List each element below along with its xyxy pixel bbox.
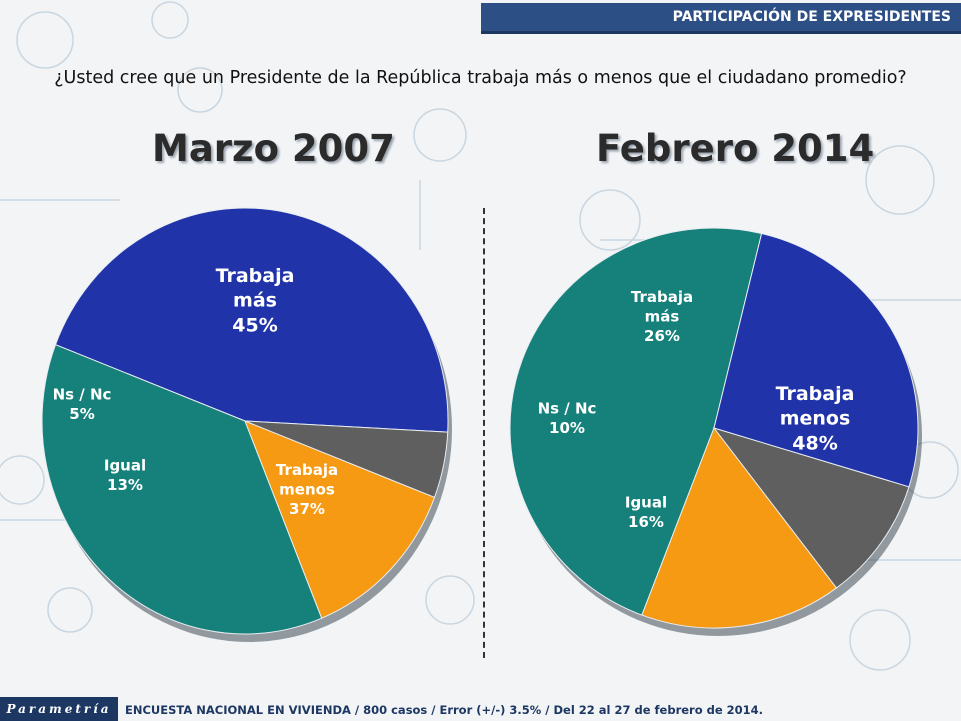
chart-divider (483, 208, 485, 658)
pie-slice (41, 344, 323, 635)
pie-slice (509, 227, 763, 616)
slice-label: 45% (232, 314, 277, 336)
slice-label: Trabaja (776, 383, 855, 405)
pie-slice (712, 427, 910, 589)
slice-label: Trabaja (216, 265, 295, 287)
pie-slice (641, 426, 838, 629)
footer-logo: Parametría (0, 697, 118, 721)
pie-slice (244, 420, 449, 498)
slice-label: 26% (644, 327, 680, 345)
slice-label: más (233, 290, 277, 312)
chart-title-2014: Febrero 2014 (596, 127, 875, 170)
slice-label: 48% (792, 432, 837, 454)
header-title: PARTICIPACIÓN DE EXPRESIDENTES (672, 9, 951, 25)
slice-label: 5% (69, 405, 94, 423)
pie-slice (713, 232, 919, 488)
slice-label: Ns / Nc (53, 386, 112, 404)
slice-label: 37% (289, 500, 325, 518)
survey-question: ¿Usted cree que un Presidente de la Repú… (54, 68, 907, 88)
footer: Parametría ENCUESTA NACIONAL EN VIVIENDA… (0, 697, 961, 721)
pie-slice (244, 420, 436, 619)
slice-label: 10% (549, 419, 585, 437)
slice-label: menos (279, 480, 335, 498)
header-bar: PARTICIPACIÓN DE EXPRESIDENTES (481, 3, 961, 34)
slice-label: Trabaja (631, 288, 693, 306)
slice-label: Ns / Nc (538, 400, 597, 418)
slice-label: Trabaja (276, 461, 338, 479)
slice-label: 13% (107, 476, 143, 494)
pie-slice (54, 207, 449, 433)
footer-note: ENCUESTA NACIONAL EN VIVIENDA / 800 caso… (125, 703, 764, 717)
slice-label: más (645, 307, 680, 325)
slice-label: Igual (104, 457, 146, 475)
slice-label: Igual (625, 494, 667, 512)
chart-title-2007: Marzo 2007 (152, 127, 395, 170)
slice-label: menos (780, 408, 851, 430)
slice-label: 16% (628, 513, 664, 531)
